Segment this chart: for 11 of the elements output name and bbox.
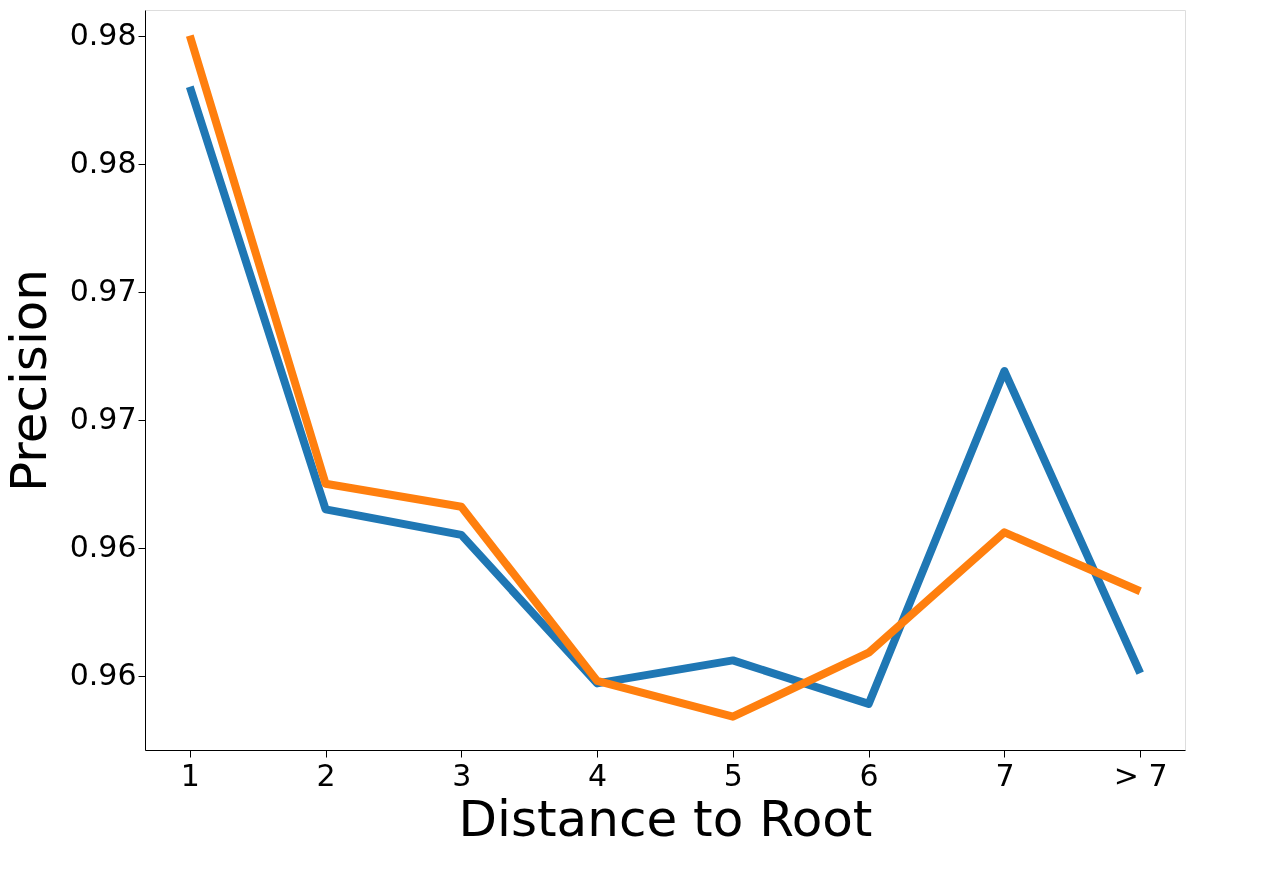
y-tick-label: 0.98: [69, 145, 137, 181]
y-tick-label: 0.97: [69, 273, 137, 309]
y-tick-label: 0.97: [69, 401, 137, 437]
y-tick-label: 0.98: [69, 17, 137, 53]
y-axis-title: Precision: [0, 268, 58, 493]
y-tick-label: 0.96: [69, 529, 137, 565]
x-tick-label: 7: [995, 757, 1015, 793]
x-tick-label: 2: [316, 757, 336, 793]
y-tick-label: 0.96: [69, 657, 137, 693]
x-tick-label: 1: [180, 757, 200, 793]
x-tick-label: > 7: [1113, 757, 1168, 793]
